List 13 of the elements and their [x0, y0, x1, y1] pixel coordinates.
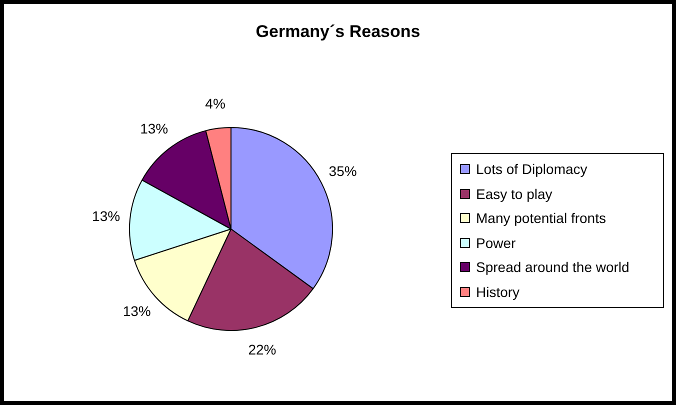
data-label: 35% [328, 162, 357, 179]
legend-label: Easy to play [476, 186, 552, 202]
data-label: 4% [205, 95, 226, 112]
legend-label: Power [476, 234, 516, 251]
data-label: 13% [140, 120, 168, 137]
data-label: 22% [248, 341, 276, 358]
legend-label: Lots of Diplomacy [476, 161, 588, 178]
legend-label: Spread around the world [476, 259, 630, 276]
chart-title: Germany´s Reasons [254, 22, 422, 42]
data-label: 13% [122, 302, 151, 319]
legend-label: Many potential fronts [476, 210, 606, 226]
legend-label: History [476, 284, 520, 300]
data-label: 13% [92, 208, 120, 224]
